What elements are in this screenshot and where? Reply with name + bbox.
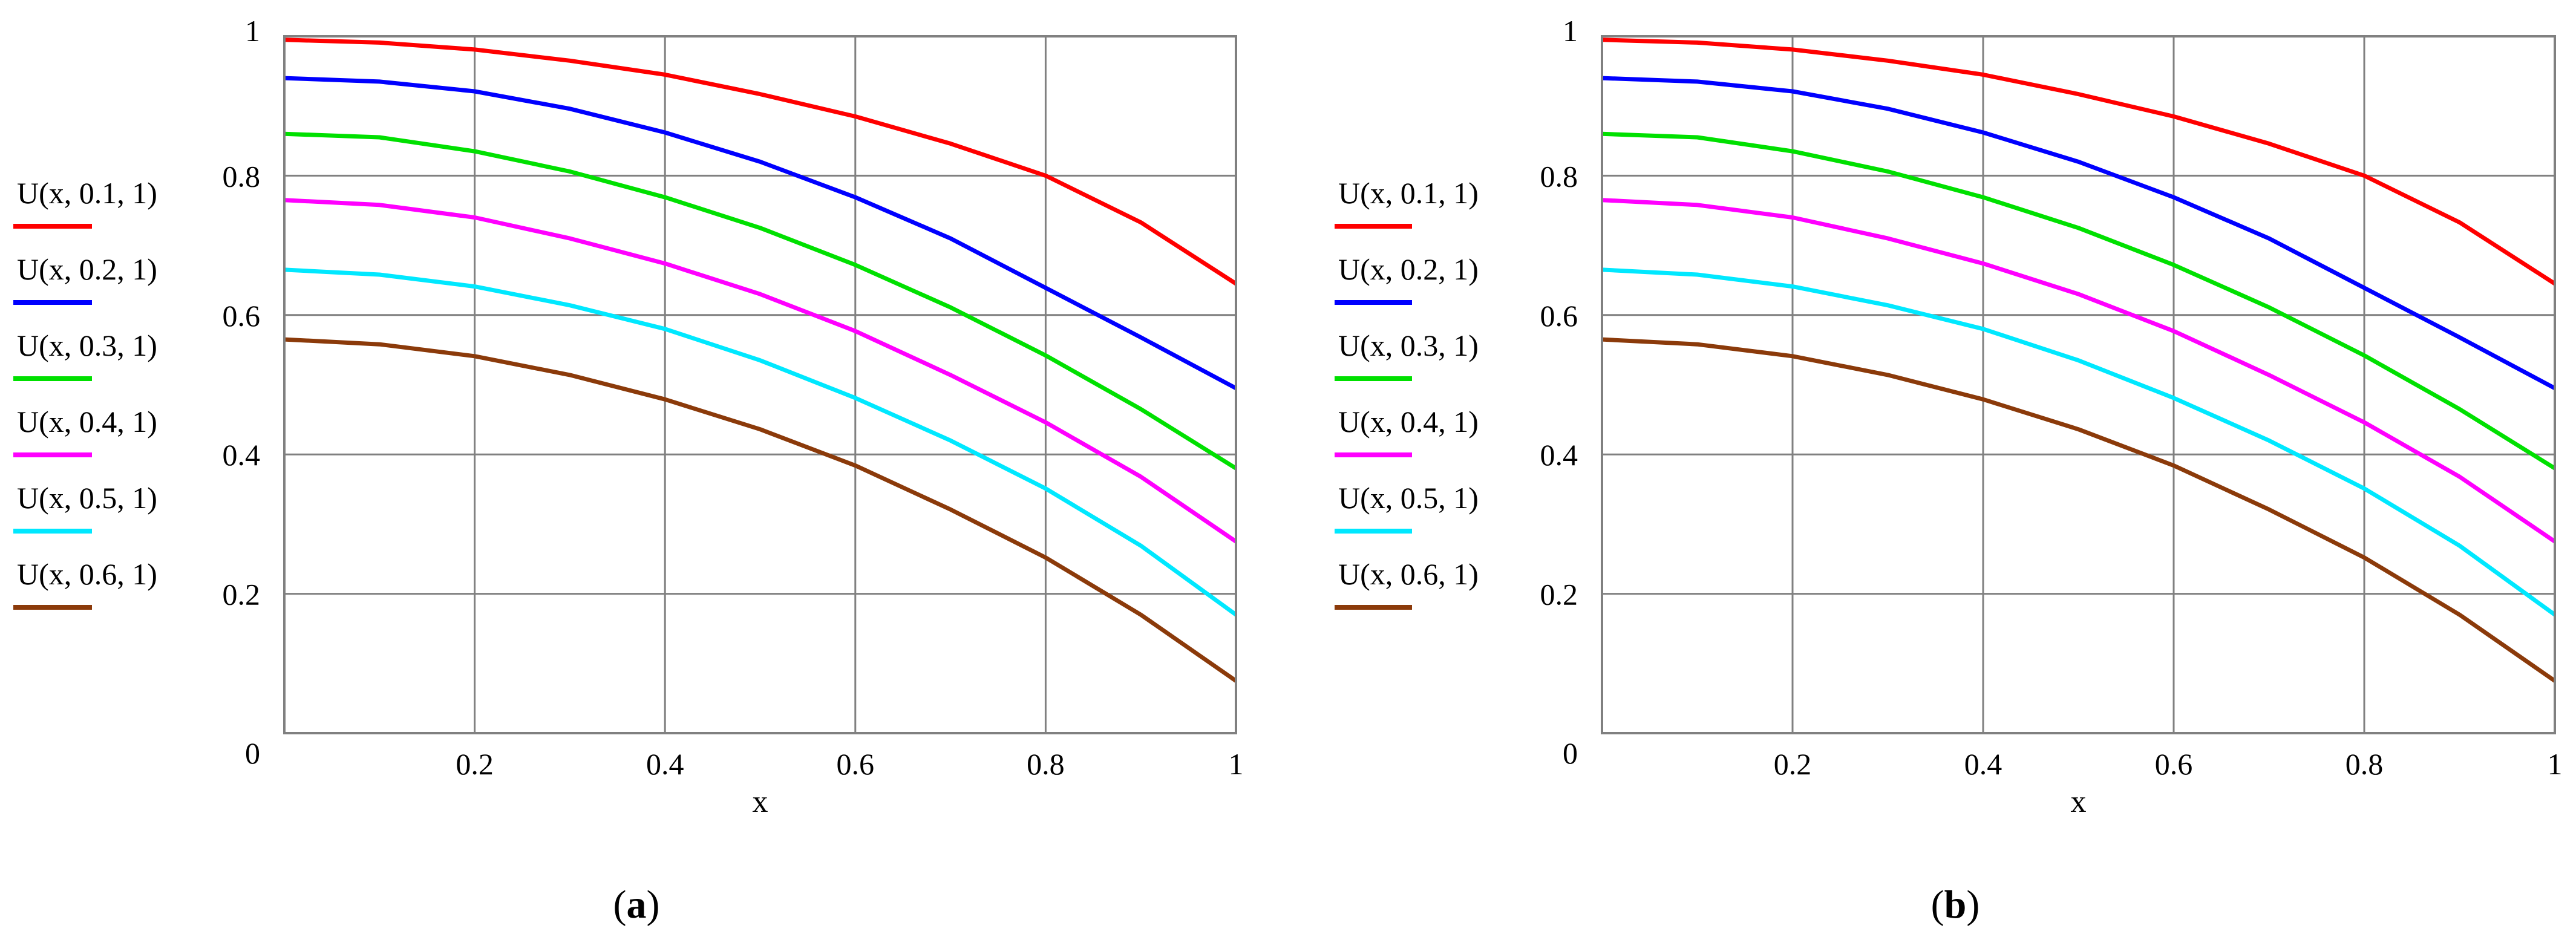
y-tick-label: 1 [245,14,260,48]
legend-label: U(x, 0.2, 1) [17,252,157,286]
x-axis-label: x [2071,785,2087,819]
legend-label: U(x, 0.6, 1) [1338,557,1479,591]
legend-label: U(x, 0.3, 1) [17,328,157,362]
y-tick-label: 0.8 [223,159,261,193]
y-tick-label: 1 [1563,14,1578,48]
x-axis-label: x [753,785,768,819]
panel-letter: b [1944,883,1967,927]
legend-label: U(x, 0.2, 1) [1338,252,1479,286]
x-tick-label: 0.2 [456,747,494,781]
legend-label: U(x, 0.5, 1) [1338,481,1479,515]
series-line-3 [284,131,1237,471]
x-tick-label: 0.6 [837,747,875,781]
panel-a: 0.2 0.4 0.6 0.8 1 0 0.2 0.4 0.6 0.8 1 x U(x, 0.1, 1)… [13,14,1244,927]
series-line-2 [284,76,1237,390]
x-tick-label: 1 [1229,747,1244,781]
plot-frame [1601,35,2556,734]
x-tick-label: 0.2 [1774,747,1812,781]
x-tick-label: 0.8 [1027,747,1065,781]
y-tick-label: 0 [1563,736,1578,770]
x-tick-label: 0.8 [2346,747,2384,781]
y-tick-label: 0.8 [1540,159,1578,193]
legend-label: U(x, 0.1, 1) [17,176,157,210]
y-tick-label: 0.6 [223,299,261,333]
panel-caption: (a) [613,883,660,927]
legend-label: U(x, 0.5, 1) [17,481,157,515]
panel-letter: a [627,883,647,927]
x-tick-label: 1 [2548,747,2563,781]
x-tick-label: 0.6 [2155,747,2193,781]
series-line-5 [1601,267,2557,617]
y-tick-label: 0.4 [1540,438,1578,472]
legend-label: U(x, 0.6, 1) [17,557,157,591]
y-tick-label: 0.2 [1540,578,1578,612]
x-tick-label: 0.4 [646,747,684,781]
legend-label: U(x, 0.1, 1) [1338,176,1479,210]
y-tick-label: 0.4 [223,438,261,472]
y-tick-label: 0.6 [1540,299,1578,333]
series-line-6 [284,337,1237,683]
legend-label: U(x, 0.4, 1) [1338,405,1479,439]
panel-b: 0.2 0.4 0.6 0.8 1 0 0.2 0.4 0.6 0.8 1 x U(x, 0.1, 1)… [1335,14,2563,927]
series-line-1 [284,38,1237,286]
series-line-5 [284,267,1238,617]
y-tick-label: 0.2 [223,578,261,612]
panel-caption: (b) [1931,883,1980,927]
x-tick-label: 0.4 [1964,747,2002,781]
series-line-2 [1601,76,2556,390]
y-tick-label: 0 [245,736,260,770]
series-line-4 [1601,198,2556,544]
series-line-3 [1601,131,2556,471]
plot-frame [283,35,1237,734]
legend-label: U(x, 0.3, 1) [1338,328,1479,362]
series-line-4 [284,198,1237,544]
series-line-6 [1601,337,2556,683]
series-line-1 [1601,38,2556,286]
legend-label: U(x, 0.4, 1) [17,405,157,439]
